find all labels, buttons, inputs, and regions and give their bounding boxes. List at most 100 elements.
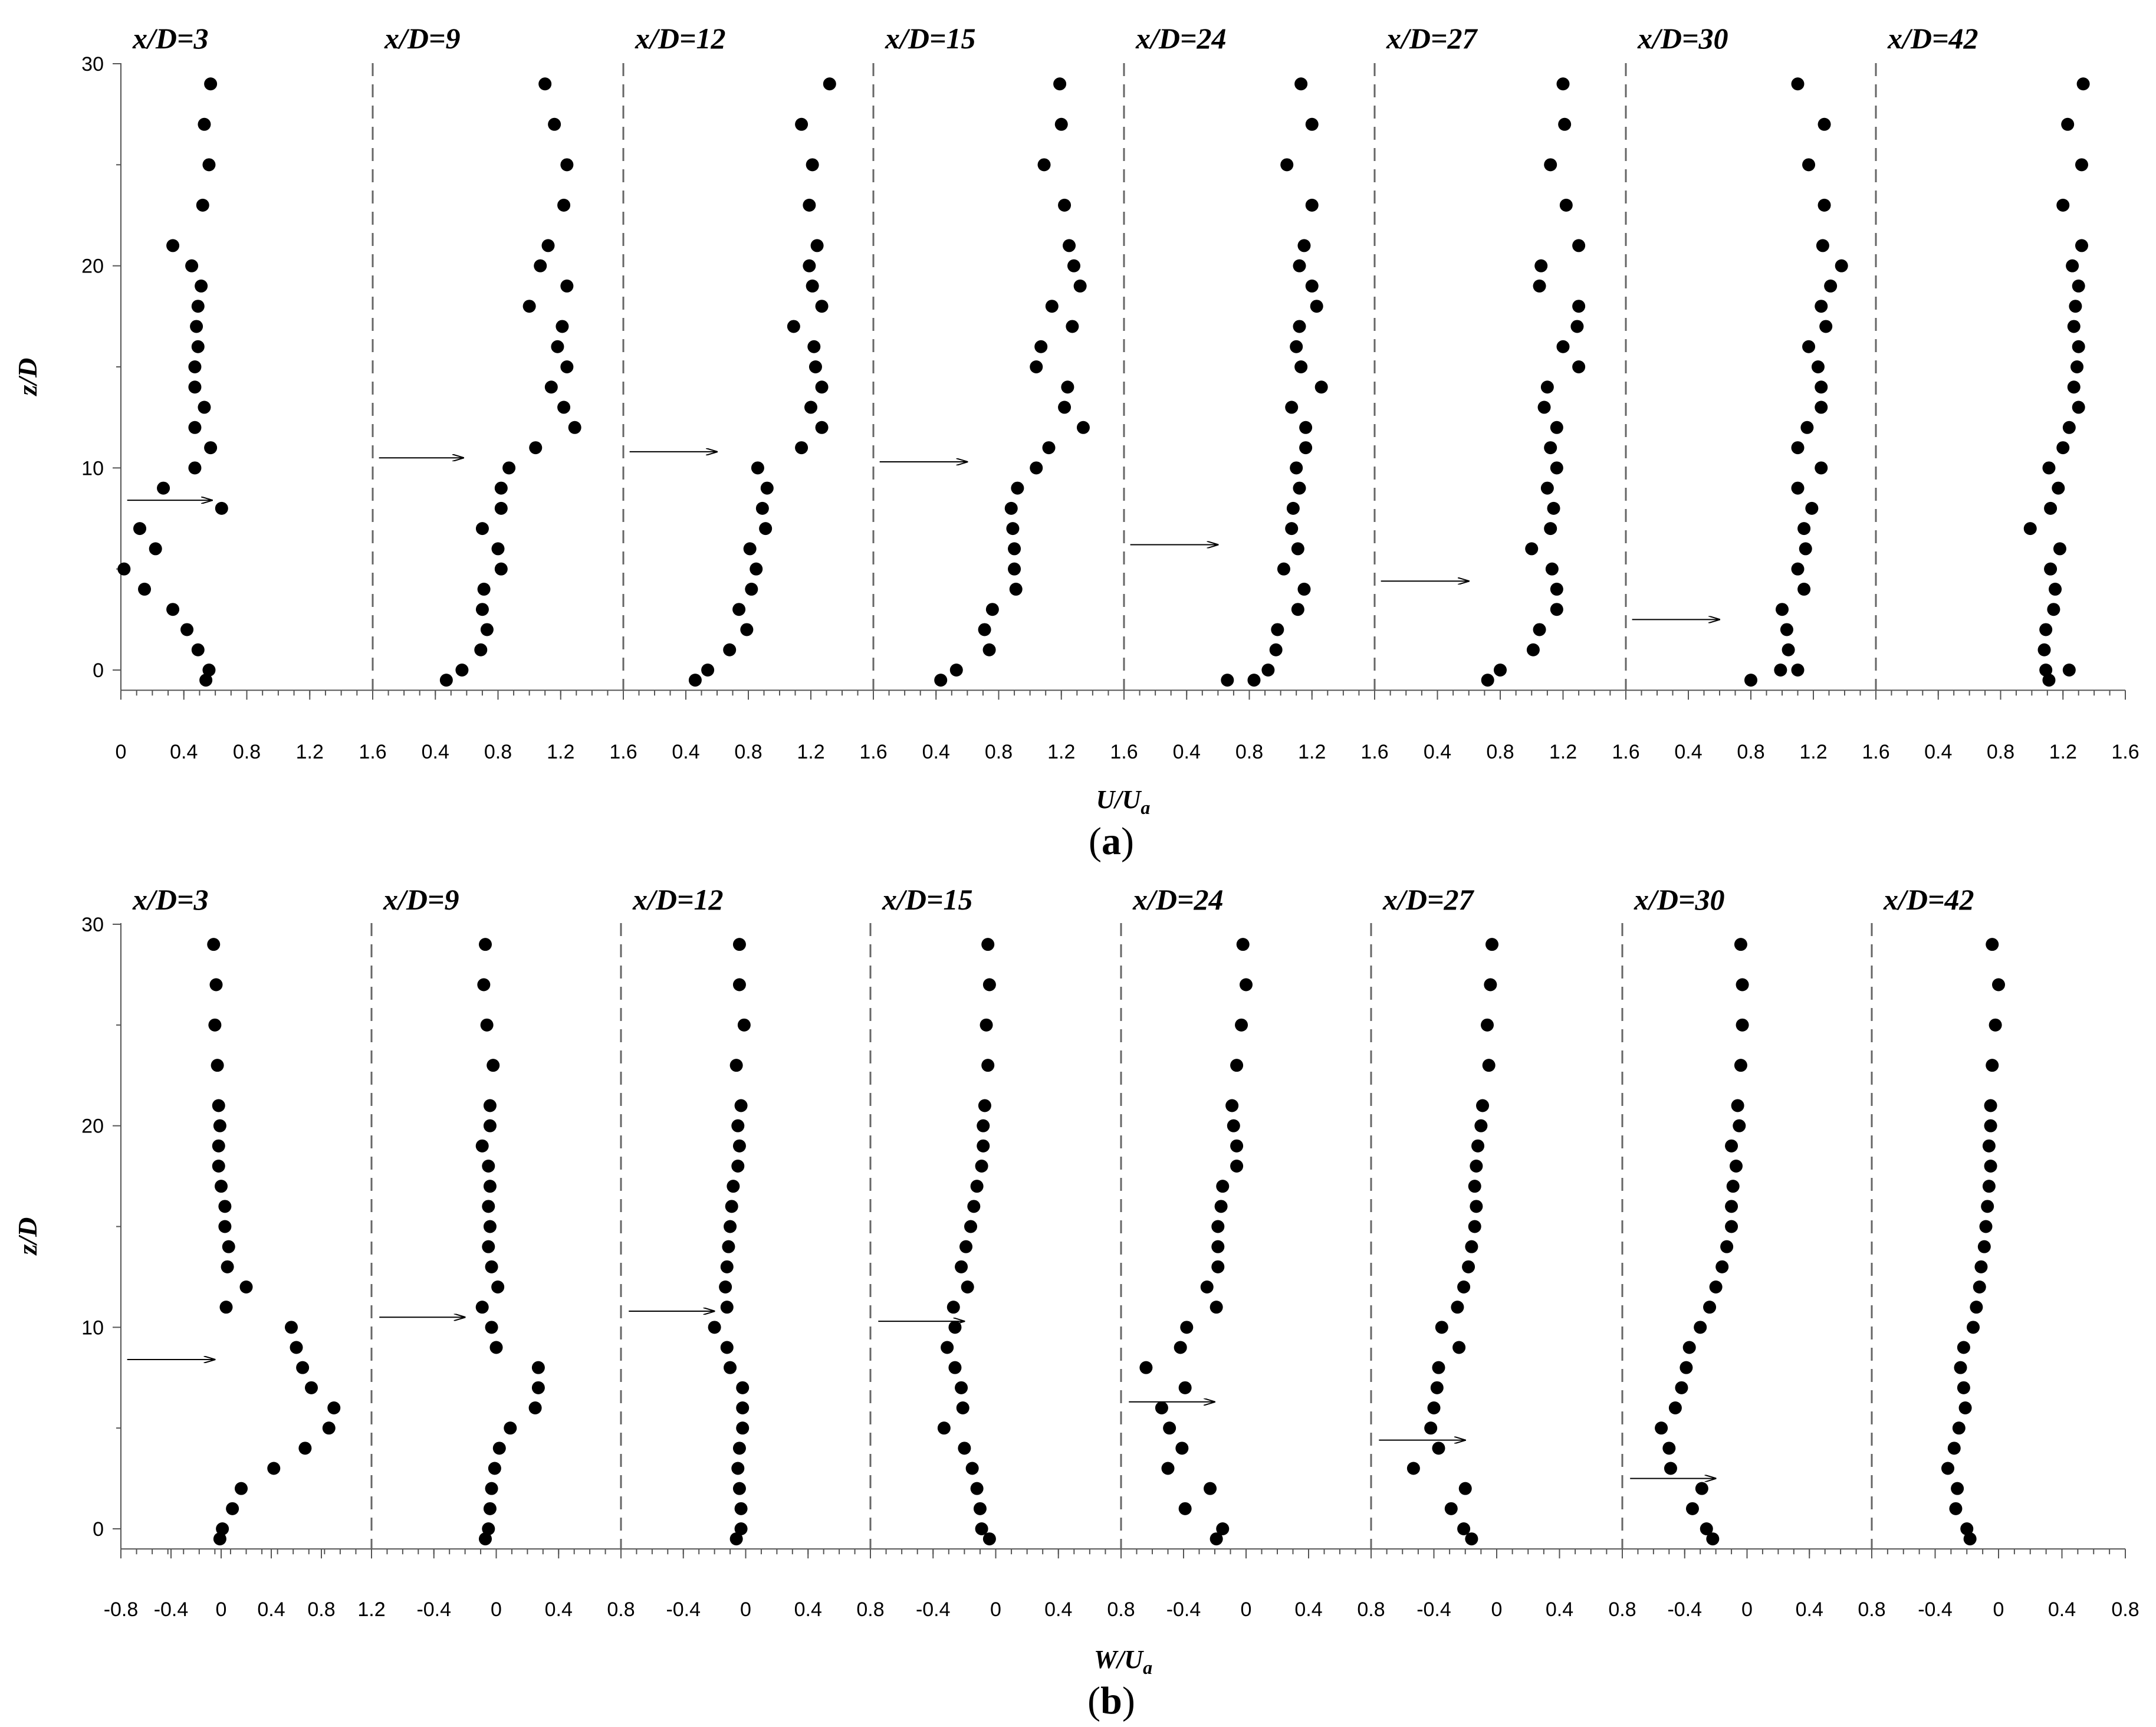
subplot-title: x/D=24: [1132, 883, 1224, 916]
subplot-b-3: x/D=12 0.8 -0.4 0 0.4: [607, 883, 856, 1621]
data-point: [1271, 623, 1284, 636]
data-point: [475, 522, 489, 536]
x-tick-label: 0.4: [545, 1598, 573, 1621]
data-point: [1200, 1281, 1214, 1293]
caption-part: (: [1089, 820, 1102, 863]
data-point: [720, 1341, 734, 1354]
data-point: [1451, 1301, 1464, 1314]
data-point: [1444, 1502, 1458, 1515]
data-point: [981, 1059, 995, 1072]
data-point: [1780, 623, 1793, 636]
data-point: [117, 562, 131, 576]
data-point: [1675, 1381, 1688, 1394]
x-tick-label: 1.2: [1549, 741, 1577, 763]
subplot-title: x/D=12: [635, 22, 726, 55]
subplot-title: x/D=27: [1386, 22, 1478, 55]
data-point: [219, 1301, 233, 1314]
data-point: [734, 1099, 748, 1112]
data-point: [285, 1321, 298, 1334]
data-point: [2062, 664, 2076, 677]
data-point: [1550, 421, 1563, 434]
data-point: [1963, 1532, 1977, 1546]
data-point: [188, 380, 202, 394]
data-point: [482, 1200, 495, 1213]
data-point: [732, 603, 746, 616]
data-point: [1958, 1401, 1972, 1414]
x-tick-label: 0.8: [856, 1598, 884, 1621]
data-point: [1468, 1180, 1481, 1193]
data-point: [975, 1522, 988, 1535]
data-point: [977, 1119, 990, 1132]
data-point: [1277, 562, 1290, 576]
data-point: [1240, 978, 1253, 991]
data-point: [1556, 340, 1570, 353]
data-point: [1465, 1532, 1478, 1546]
data-point: [1006, 522, 1020, 536]
data-point: [2075, 239, 2088, 252]
data-point: [720, 1301, 734, 1314]
data-point: [1655, 1421, 1668, 1435]
data-point: [2044, 501, 2058, 515]
subplot-b-6: x/D=27 0.8 -0.4 0 0.4: [1357, 883, 1608, 1621]
data-point: [544, 380, 558, 394]
data-point: [1214, 1200, 1228, 1213]
data-point: [732, 978, 746, 991]
data-point: [1570, 320, 1584, 333]
x-axis-label: U/Ua: [1096, 785, 1151, 818]
data-point: [1791, 562, 1805, 576]
data-point: [701, 664, 715, 677]
data-point: [729, 1059, 743, 1072]
data-point: [1544, 158, 1557, 172]
data-point: [560, 279, 574, 293]
y-tick-label: 10: [81, 457, 104, 480]
x-tick-label: 0.8: [233, 741, 261, 763]
data-point: [1984, 1119, 1997, 1132]
data-point: [478, 1532, 492, 1546]
data-point: [1744, 674, 1757, 687]
data-point: [977, 1139, 990, 1153]
data-point: [1979, 1220, 1993, 1233]
data-point: [1992, 978, 2005, 991]
data-point: [934, 674, 948, 687]
data-point: [1174, 1341, 1187, 1354]
data-point: [1297, 239, 1311, 252]
data-point: [1230, 1160, 1244, 1173]
data-point: [1802, 158, 1816, 172]
data-point: [1556, 77, 1570, 91]
data-point: [732, 1442, 746, 1455]
data-point: [2044, 562, 2058, 576]
data-point: [1066, 320, 1079, 333]
data-point: [982, 643, 996, 656]
data-point: [226, 1502, 239, 1515]
data-point: [213, 1532, 226, 1546]
x-tick-label: 0.8: [607, 1598, 635, 1621]
data-point: [1695, 1482, 1708, 1495]
data-point: [1733, 1119, 1746, 1132]
data-point: [1662, 1442, 1676, 1455]
data-point: [1034, 340, 1048, 353]
x-tick-label: 1.6: [609, 741, 637, 763]
data-point: [955, 1260, 968, 1273]
data-point: [204, 441, 218, 455]
data-point: [1725, 1220, 1738, 1233]
data-point: [751, 461, 764, 475]
x-axis-label-subscript: a: [1143, 1657, 1152, 1678]
y-tick-label: 10: [81, 1316, 104, 1339]
data-point: [961, 1281, 974, 1293]
data-point: [750, 562, 763, 576]
x-tick-label: 1.6: [1862, 741, 1889, 763]
data-point: [2037, 643, 2051, 656]
data-point: [1782, 643, 1795, 656]
x-tick-label: 1.2: [357, 1598, 385, 1621]
data-point: [1734, 1059, 1747, 1072]
x-tick-label: 1.2: [2049, 741, 2077, 763]
data-point: [2072, 340, 2085, 353]
data-point: [1815, 300, 1828, 313]
data-point: [946, 1301, 960, 1314]
x-tick-label: 0.8: [1987, 741, 2014, 763]
data-point: [455, 664, 469, 677]
x-tick-label: 1.2: [797, 741, 824, 763]
data-point: [1476, 1099, 1490, 1112]
x-tick-label: 0.4: [1924, 741, 1952, 763]
